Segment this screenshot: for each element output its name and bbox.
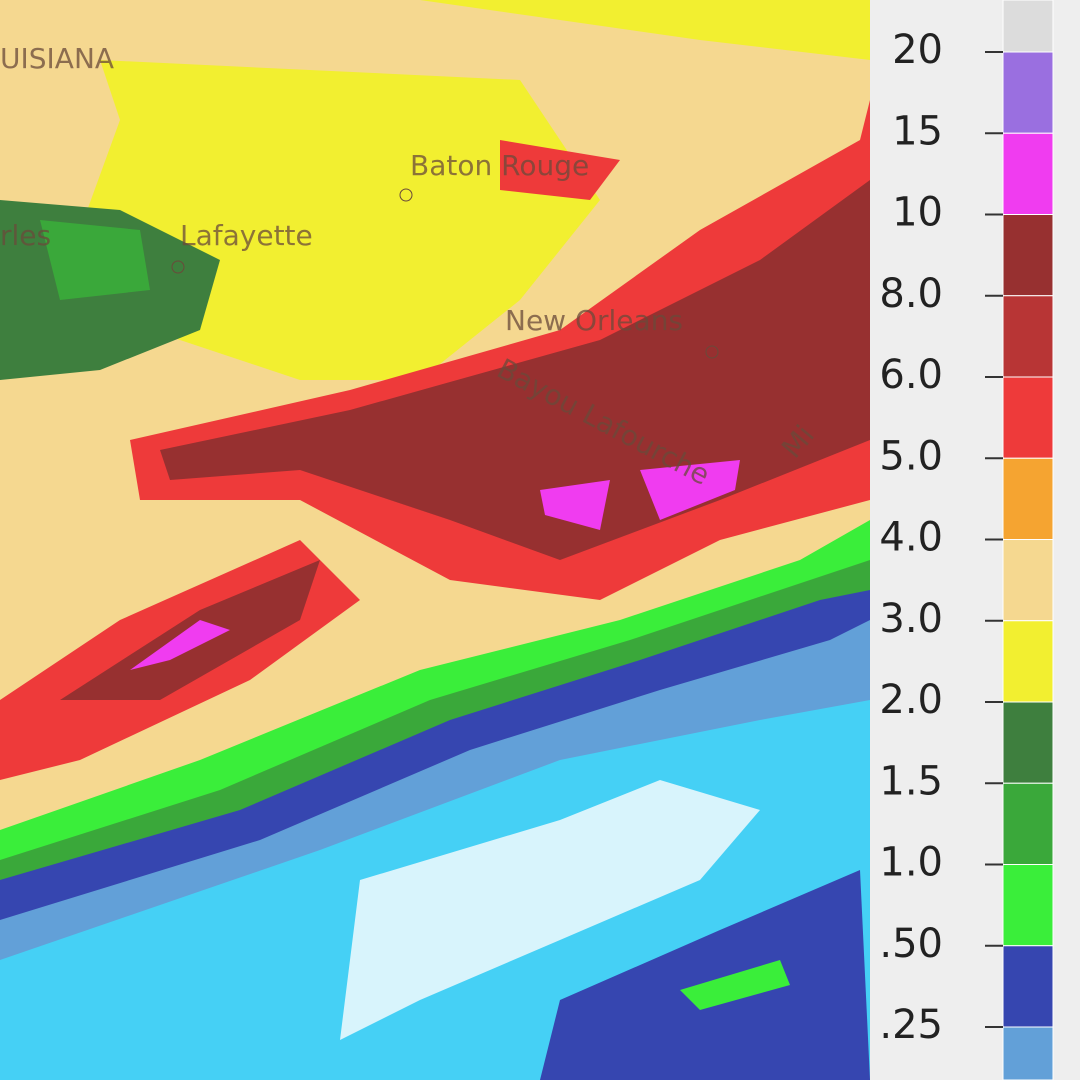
legend-tick-label: 15 — [892, 108, 943, 154]
legend-swatch — [1002, 376, 1054, 459]
legend-tick-label: .25 — [879, 1002, 943, 1048]
legend-tick-label: 10 — [892, 190, 943, 236]
city-dot — [399, 188, 413, 202]
legend-swatch — [1002, 457, 1054, 540]
place-label: UISIANA — [0, 42, 114, 75]
legend-swatch — [1002, 864, 1054, 947]
legend-tick-label: 1.0 — [879, 840, 943, 886]
legend-swatch — [1002, 214, 1054, 297]
legend-swatch — [1002, 51, 1054, 134]
legend-swatch — [1002, 295, 1054, 378]
legend-tick-label: 5.0 — [879, 433, 943, 479]
legend-swatch — [1002, 1026, 1054, 1080]
legend-swatch — [1002, 539, 1054, 622]
legend-tick-label: 1.5 — [879, 758, 943, 804]
city-dot — [705, 345, 719, 359]
place-label: Lafayette — [180, 219, 313, 252]
legend-swatch — [1002, 620, 1054, 703]
legend-swatch — [1002, 782, 1054, 865]
legend-swatch — [1002, 701, 1054, 784]
legend-swatch — [1002, 132, 1054, 215]
place-label: rles — [0, 219, 51, 252]
legend-tick-label: 4.0 — [879, 515, 943, 561]
legend-tick-label: .50 — [879, 921, 943, 967]
legend-swatch — [1002, 0, 1054, 53]
place-label: Baton Rouge — [410, 149, 589, 182]
legend-tick-label: 8.0 — [879, 271, 943, 317]
legend-tick-label: 20 — [892, 27, 943, 73]
legend-tick-label: 6.0 — [879, 352, 943, 398]
city-dot — [171, 260, 185, 274]
legend-tick-label: 3.0 — [879, 596, 943, 642]
precip-map — [0, 0, 870, 1080]
legend-swatch — [1002, 945, 1054, 1028]
place-label: New Orleans — [505, 304, 683, 337]
legend-tick-label: 2.0 — [879, 677, 943, 723]
